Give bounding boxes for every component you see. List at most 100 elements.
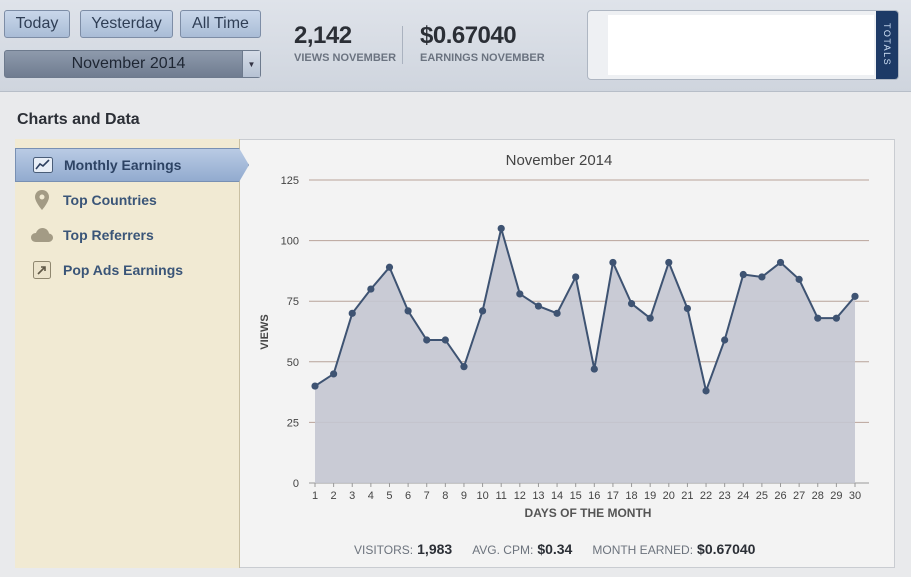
stat-divider — [402, 26, 403, 64]
data-point — [460, 363, 468, 371]
data-point — [795, 275, 803, 283]
month-select-value: November 2014 — [71, 55, 186, 72]
y-tick-label: 50 — [287, 357, 299, 369]
nav-item-label: Pop Ads Earnings — [63, 262, 184, 278]
chart-title: November 2014 — [506, 152, 613, 169]
x-tick-label: 22 — [700, 490, 712, 502]
data-point — [404, 307, 412, 315]
x-tick-label: 16 — [588, 490, 600, 502]
data-point — [627, 300, 636, 308]
views-chart: November 2014 VIEWS DAYS OF THE MONTH 0 2… — [259, 152, 869, 520]
line-chart-icon — [32, 155, 54, 175]
all-time-button[interactable]: All Time — [180, 10, 261, 38]
x-tick-label: 10 — [476, 490, 488, 502]
nav-item-label: Top Referrers — [63, 227, 154, 243]
popup-arrow-icon — [31, 260, 53, 280]
data-point — [478, 307, 487, 315]
totals-content — [608, 15, 874, 75]
data-point — [721, 336, 729, 344]
x-tick-label: 26 — [774, 490, 786, 502]
data-point — [590, 365, 598, 373]
data-point — [330, 370, 338, 378]
earnings-stat: $0.67040 EARNINGS NOVEMBER — [420, 22, 545, 64]
data-point — [423, 336, 431, 344]
top-bar: Today Yesterday All Time November 2014 ▼… — [0, 0, 911, 92]
data-point — [572, 273, 580, 281]
data-point — [665, 258, 673, 267]
x-tick-label: 5 — [386, 490, 392, 502]
data-point — [516, 290, 524, 298]
sidebar: Monthly Earnings Top Countries Top Refer… — [15, 139, 249, 568]
x-tick-label: 6 — [405, 490, 411, 502]
x-tick-label: 8 — [442, 490, 448, 502]
x-tick-label: 2 — [331, 490, 337, 502]
x-tick-label: 21 — [681, 490, 693, 502]
cloud-icon — [31, 225, 53, 245]
x-tick-label: 7 — [424, 490, 430, 502]
yesterday-button[interactable]: Yesterday — [80, 10, 173, 38]
cpm-label: AVG. CPM: — [472, 543, 534, 557]
nav-item-top-countries[interactable]: Top Countries — [15, 183, 240, 217]
section-title: Charts and Data — [17, 111, 140, 128]
y-tick-label: 125 — [281, 175, 299, 187]
data-point — [367, 285, 375, 293]
y-tick-label: 0 — [293, 478, 299, 490]
data-point — [534, 302, 543, 310]
today-button[interactable]: Today — [4, 10, 70, 38]
x-tick-label: 20 — [663, 490, 675, 502]
nav-item-top-referrers[interactable]: Top Referrers — [15, 218, 240, 252]
x-tick-label: 3 — [349, 490, 355, 502]
views-value: 2,142 — [294, 22, 352, 49]
totals-tab[interactable]: TOTALS — [876, 11, 898, 79]
views-label: VIEWS NOVEMBER — [294, 52, 397, 64]
nav-item-pop-ads-earnings[interactable]: Pop Ads Earnings — [15, 253, 240, 287]
month-earned-label: MONTH EARNED: — [592, 543, 694, 557]
data-point — [348, 309, 356, 317]
data-point — [851, 292, 859, 300]
data-point — [758, 273, 766, 281]
visitors-value: 1,983 — [417, 541, 453, 557]
x-tick-label: 1 — [312, 490, 318, 502]
nav-item-label: Top Countries — [63, 192, 157, 208]
data-point — [739, 270, 747, 279]
y-tick-label: 75 — [287, 296, 299, 308]
x-tick-label: 29 — [830, 490, 842, 502]
cpm-value: $0.34 — [537, 541, 573, 557]
x-tick-label: 18 — [625, 490, 637, 502]
x-tick-label: 4 — [368, 490, 374, 502]
nav-item-label: Monthly Earnings — [64, 157, 182, 173]
data-point — [702, 387, 710, 395]
x-tick-label: 11 — [495, 490, 506, 502]
series-area — [315, 228, 855, 483]
y-tick-label: 25 — [287, 417, 299, 429]
y-axis-label: VIEWS — [259, 314, 271, 349]
data-point — [441, 336, 449, 344]
chevron-down-icon[interactable]: ▼ — [242, 51, 260, 77]
data-point — [776, 258, 785, 267]
x-tick-label: 25 — [756, 490, 768, 502]
x-tick-label: 15 — [570, 490, 582, 502]
data-point — [646, 314, 654, 322]
earnings-value: $0.67040 — [420, 22, 517, 49]
views-stat: 2,142 VIEWS NOVEMBER — [294, 22, 396, 64]
x-tick-label: 14 — [551, 490, 563, 502]
nav-item-monthly-earnings[interactable]: Monthly Earnings — [15, 148, 249, 182]
data-point — [683, 304, 692, 313]
data-point — [832, 314, 840, 322]
x-tick-label: 23 — [719, 490, 731, 502]
y-tick-label: 100 — [281, 236, 299, 248]
x-tick-label: 12 — [514, 490, 526, 502]
month-earned-value: $0.67040 — [697, 541, 756, 557]
map-pin-icon — [31, 190, 53, 210]
x-tick-label: 13 — [532, 490, 544, 502]
data-point — [497, 224, 505, 233]
x-tick-label: 30 — [849, 490, 861, 502]
data-point — [609, 258, 617, 267]
month-select[interactable]: November 2014 ▼ — [4, 50, 261, 78]
data-point — [311, 382, 319, 390]
data-point — [553, 309, 561, 317]
footer-stats: VISITORS: 1,983 AVG. CPM: $0.34 MONTH EA… — [354, 541, 755, 557]
totals-box: TOTALS — [587, 10, 899, 80]
data-point — [814, 314, 822, 322]
x-axis-label: DAYS OF THE MONTH — [525, 506, 652, 520]
